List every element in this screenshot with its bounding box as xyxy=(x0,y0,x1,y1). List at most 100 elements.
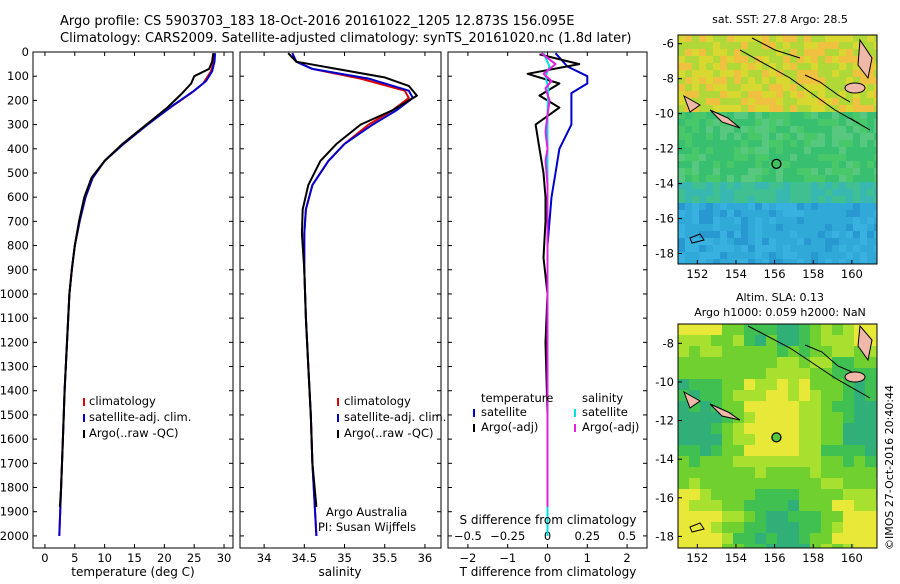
map-cell xyxy=(797,161,805,169)
series-line-satellite-adj-clim- xyxy=(291,52,414,536)
map-cell xyxy=(846,77,854,85)
map-cell xyxy=(755,91,763,99)
imos-credit: ©IMOS 27-Oct-2016 20:40:44 xyxy=(883,385,896,550)
map-cell xyxy=(799,522,811,534)
map-cell xyxy=(706,203,714,211)
map-cell xyxy=(755,335,767,347)
map-cell xyxy=(783,154,791,162)
map-cell xyxy=(720,42,728,50)
map-cell xyxy=(744,423,756,435)
map-cell xyxy=(821,434,833,446)
map-cell xyxy=(762,147,770,155)
map-cell xyxy=(755,140,763,148)
map-cell xyxy=(699,217,707,225)
map-cell xyxy=(755,42,763,50)
map-cell xyxy=(741,140,749,148)
map-cell xyxy=(874,49,877,57)
map-cell xyxy=(783,119,791,127)
map-cell xyxy=(720,140,728,148)
map-cell xyxy=(821,412,833,424)
map-cell xyxy=(700,544,712,548)
map-cell xyxy=(853,77,861,85)
map-cell xyxy=(769,49,777,57)
map-cell xyxy=(766,379,778,391)
map-cell xyxy=(734,77,742,85)
map-cell xyxy=(854,445,866,457)
map-cell xyxy=(788,390,800,402)
map-cell xyxy=(769,203,777,211)
map-cell xyxy=(821,335,833,347)
depth-tick-label: 1200 xyxy=(0,335,29,349)
map-cell xyxy=(678,368,690,380)
map-cell xyxy=(755,478,767,490)
map-cell xyxy=(689,478,701,490)
x-tick-label: 36 xyxy=(418,551,433,565)
map-cell xyxy=(867,203,875,211)
map-cell xyxy=(867,224,875,232)
map-cell xyxy=(777,467,789,479)
map-cell xyxy=(744,390,756,402)
map-cell xyxy=(839,126,847,134)
map-cell xyxy=(874,189,877,197)
map-cell xyxy=(777,445,789,457)
map-cell xyxy=(854,412,866,424)
map-cell xyxy=(748,168,756,176)
map-cell xyxy=(804,245,812,253)
map-cell xyxy=(839,49,847,57)
map-cell xyxy=(744,335,756,347)
map-cell xyxy=(692,245,700,253)
map-cell xyxy=(689,324,701,336)
map-cell xyxy=(689,456,701,468)
map-cell xyxy=(755,105,763,113)
map-cell xyxy=(720,63,728,71)
map-cell xyxy=(810,467,822,479)
map-cell xyxy=(766,489,778,501)
map-cell xyxy=(776,63,784,71)
map-cell xyxy=(769,196,777,204)
map-cell xyxy=(860,119,868,127)
map-cell xyxy=(741,63,749,71)
map-cell xyxy=(832,182,840,190)
map-cell xyxy=(797,133,805,141)
map-cell xyxy=(699,42,707,50)
map-cell xyxy=(692,154,700,162)
map-cell xyxy=(839,259,847,264)
map-cell xyxy=(699,147,707,155)
map-cell xyxy=(678,456,690,468)
map-cell xyxy=(678,217,686,225)
map-cell xyxy=(762,245,770,253)
map-cell xyxy=(797,189,805,197)
map-cell xyxy=(853,259,861,264)
map-cell xyxy=(874,119,877,127)
map-cell xyxy=(699,231,707,239)
map-cell xyxy=(839,119,847,127)
map-cell xyxy=(811,105,819,113)
map-cell xyxy=(706,217,714,225)
map-cell xyxy=(733,324,745,336)
map-cell xyxy=(853,126,861,134)
map-cell xyxy=(692,56,700,64)
x-tick-label: 35 xyxy=(337,551,352,565)
map-cell xyxy=(874,259,877,264)
map-cell xyxy=(678,70,686,78)
map-cell xyxy=(811,238,819,246)
map-cell xyxy=(853,154,861,162)
map-cell xyxy=(706,196,714,204)
map-cell xyxy=(783,105,791,113)
map-cell xyxy=(741,196,749,204)
map-cell xyxy=(727,91,735,99)
map-cell xyxy=(706,112,714,120)
map-cell xyxy=(854,401,866,413)
map-cell xyxy=(741,112,749,120)
map-cell xyxy=(811,84,819,92)
map-cell xyxy=(748,105,756,113)
map-cell xyxy=(678,238,686,246)
map-cell xyxy=(678,467,690,479)
map-cell xyxy=(854,500,866,512)
map-cell xyxy=(692,210,700,218)
map-cell xyxy=(769,35,777,43)
map-cell xyxy=(766,544,778,548)
map-cell xyxy=(790,133,798,141)
map-cell xyxy=(713,49,721,57)
depth-tick-label: 600 xyxy=(7,190,29,204)
